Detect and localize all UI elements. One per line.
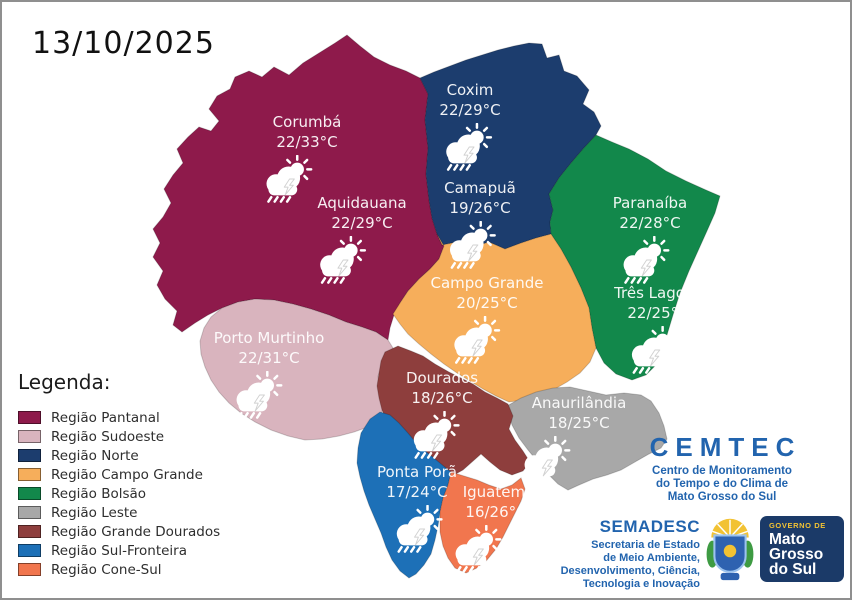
city-temp: 18/25°C [548, 414, 610, 433]
storm-sun-icon [390, 505, 444, 553]
legend-label: Região Campo Grande [51, 466, 203, 483]
legend-swatch [18, 449, 41, 462]
city-name: Campo Grande [430, 274, 544, 292]
legend-label: Região Sul-Fronteira [51, 542, 187, 559]
legend-label: Região Norte [51, 447, 139, 464]
legend-swatch [18, 544, 41, 557]
city-temp: 22/28°C [619, 214, 681, 233]
legend-swatch [18, 468, 41, 481]
city-name: Paranaíba [612, 194, 688, 212]
city-temp: 18/26°C [411, 389, 473, 408]
legend-item: Região Norte [18, 446, 220, 465]
city-name: Iguatemi [462, 483, 530, 501]
city-temp: 22/29°C [439, 101, 501, 120]
semadesc-logo: SEMADESC Secretaria de Estado de Meio Am… [470, 517, 700, 591]
storm-sun-icon [518, 436, 572, 484]
date-label: 13/10/2025 [32, 26, 215, 61]
legend-swatch [18, 506, 41, 519]
legend-item: Região Pantanal [18, 408, 220, 427]
legend-swatch [18, 525, 41, 538]
city-name: Porto Murtinho [213, 329, 325, 347]
city-campo-grande: Campo Grande 20/25°C [430, 273, 544, 364]
storm-sun-icon [407, 411, 461, 459]
legend-item: Região Cone-Sul [18, 560, 220, 579]
legend-title: Legenda: [18, 370, 111, 394]
city-aquidauana: Aquidauana 22/29°C [317, 193, 407, 284]
city-porto-murtinho: Porto Murtinho 22/31°C [213, 328, 325, 419]
storm-sun-icon [443, 221, 497, 269]
storm-sun-icon [439, 123, 493, 171]
governo-ms-line: do Sul [769, 561, 817, 579]
city-name: Ponta Porã [376, 463, 458, 481]
ms-coat-of-arms-icon [706, 518, 754, 581]
cemtec-title: CEMTEC [649, 432, 802, 462]
storm-sun-icon [617, 236, 671, 284]
cemtec-subtitle-line: do Tempo e do Clima de [655, 478, 789, 491]
city-ponta-pora: Ponta Porã 17/24°C [377, 462, 457, 553]
storm-sun-icon [260, 155, 314, 203]
governo-de-label: GOVERNO DE [769, 521, 826, 530]
governo-ms-wordmark: GOVERNO DE Mato Grosso do Sul [760, 516, 844, 582]
city-temp: 22/25°C [627, 304, 689, 323]
city-coxim: Coxim 22/29°C [439, 80, 501, 171]
city-name: Anaurilândia [531, 394, 627, 412]
storm-sun-icon [625, 326, 679, 374]
storm-sun-icon [230, 371, 284, 419]
storm-sun-icon [448, 316, 502, 364]
city-camapua: Camapuã 19/26°C [444, 178, 516, 269]
legend-item: Região Sul-Fronteira [18, 541, 220, 560]
legend-item: Região Grande Dourados [18, 522, 220, 541]
city-temp: 22/29°C [331, 214, 393, 233]
semadesc-subtitle-line: de Meio Ambiente, [603, 551, 700, 564]
legend-label: Região Sudoeste [51, 428, 165, 445]
legend-label: Região Grande Dourados [51, 523, 221, 540]
city-temp: 22/33°C [276, 133, 338, 152]
city-name: Aquidauana [317, 194, 407, 212]
cemtec-subtitle: Centro de Monitoramento do Tempo e do Cl… [620, 465, 824, 505]
governo-ms-line: Mato [769, 531, 806, 548]
legend: Legenda: Região Pantanal Região Sudoeste… [18, 370, 220, 579]
legend-item: Região Leste [18, 503, 220, 522]
legend-label: Região Leste [51, 504, 138, 521]
governo-ms-logo: GOVERNO DE Mato Grosso do Sul [704, 516, 844, 584]
cemtec-logo: CEMTEC Centro de Monitoramento do Tempo … [620, 432, 824, 505]
semadesc-subtitle: Secretaria de Estado de Meio Ambiente, D… [470, 539, 700, 591]
city-tres-lagoas: Três Lagoas 22/25°C [614, 283, 702, 374]
cemtec-subtitle-line: Mato Grosso do Sul [667, 491, 777, 504]
city-temp: 22/31°C [238, 349, 300, 368]
city-name: Dourados [405, 369, 479, 387]
city-anaurilandia: Anaurilândia 18/25°C [531, 393, 627, 484]
legend-swatch [18, 563, 41, 576]
legend-swatch [18, 487, 41, 500]
city-name: Coxim [446, 81, 494, 99]
city-dourados: Dourados 18/26°C [406, 368, 478, 459]
city-temp: 19/26°C [449, 199, 511, 218]
city-name: Camapuã [444, 179, 516, 197]
city-temp: 20/25°C [456, 294, 518, 313]
city-name: Três Lagoas [614, 284, 702, 302]
semadesc-subtitle-line: Tecnologia e Inovação [582, 577, 700, 590]
city-name: Corumbá [272, 113, 342, 131]
legend-item: Região Campo Grande [18, 465, 220, 484]
legend-swatch [18, 430, 41, 443]
semadesc-subtitle-line: Desenvolvimento, Ciência, [560, 564, 700, 577]
cemtec-subtitle-line: Centro de Monitoramento [652, 465, 792, 477]
legend-label: Região Pantanal [51, 409, 160, 426]
legend-swatch [18, 411, 41, 424]
city-temp: 17/24°C [386, 483, 448, 502]
storm-sun-icon [313, 236, 367, 284]
city-paranaiba: Paranaíba 22/28°C [612, 193, 688, 284]
city-corumba: Corumbá 22/33°C [272, 112, 342, 203]
legend-item: Região Bolsão [18, 484, 220, 503]
governo-ms-line: Grosso [769, 546, 824, 564]
legend-item: Região Sudoeste [18, 427, 220, 446]
semadesc-subtitle-line: Secretaria de Estado [591, 539, 700, 551]
legend-label: Região Bolsão [51, 485, 147, 502]
semadesc-title: SEMADESC [599, 517, 700, 536]
legend-label: Região Cone-Sul [51, 561, 162, 578]
